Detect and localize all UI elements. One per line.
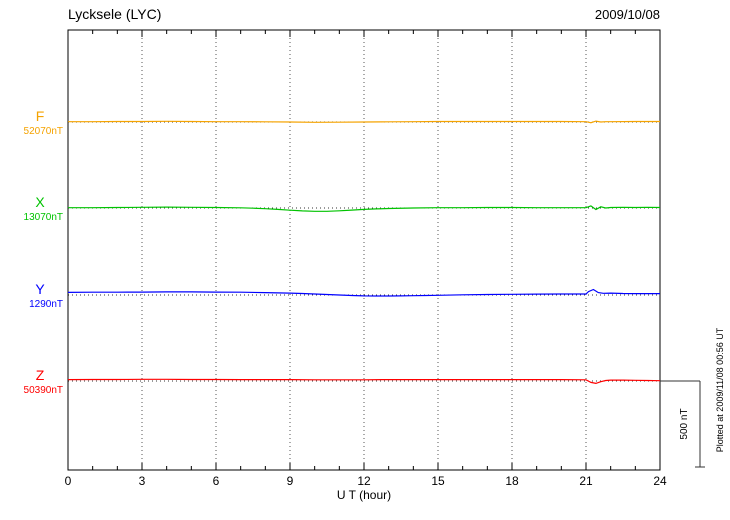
- trace-baseline-Z: 50390nT: [23, 385, 63, 396]
- x-tick-label-12: 12: [357, 474, 371, 488]
- trace-baseline-Y: 1290nT: [29, 299, 63, 310]
- x-tick-label-3: 3: [138, 474, 146, 488]
- trace-X: [68, 205, 661, 212]
- x-tick-label-9: 9: [286, 474, 294, 488]
- trace-Z: [67, 378, 661, 385]
- x-axis-label: U T (hour): [336, 488, 392, 502]
- trace-baseline-X: 13070nT: [23, 212, 63, 223]
- plot-date: 2009/10/08: [594, 7, 660, 22]
- trace-label-Z: Z: [35, 367, 45, 383]
- trace-F: [68, 120, 660, 124]
- x-tick-label-21: 21: [579, 474, 593, 488]
- trace-label-Y: Y: [35, 281, 45, 297]
- station-title: Lycksele (LYC): [68, 6, 162, 22]
- trace-label-X: X: [35, 194, 45, 210]
- scale-bar: [660, 380, 705, 468]
- x-tick-label-0: 0: [64, 474, 72, 488]
- trace-baseline-F: 52070nT: [23, 126, 63, 137]
- x-tick-label-15: 15: [431, 474, 445, 488]
- x-tick-label-24: 24: [653, 474, 667, 488]
- trace-label-F: F: [35, 108, 45, 124]
- scale-bar-label: 500 nT: [679, 408, 690, 440]
- x-tick-label-6: 6: [212, 474, 220, 488]
- trace-Y: [67, 288, 660, 297]
- plotted-at-note: Plotted at 2009/11/08 00:56 UT: [715, 327, 725, 453]
- x-tick-label-18: 18: [505, 474, 519, 488]
